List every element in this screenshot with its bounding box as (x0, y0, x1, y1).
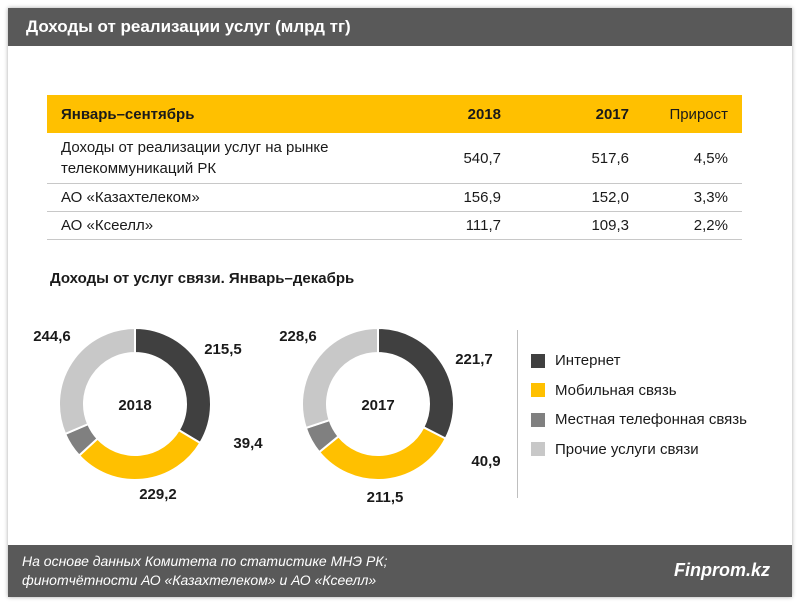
legend-item: Интернет (531, 346, 747, 376)
table-cell-growth: 4,5% (643, 133, 742, 184)
legend-item: Местная телефонная связь (531, 405, 747, 435)
donut-slice-2017-1 (377, 326, 455, 440)
data-label-2017-3: 40,9 (471, 453, 500, 470)
data-label-2017-2: 221,7 (455, 351, 493, 368)
data-label-2017-1: 228,6 (279, 328, 317, 345)
chart-title: Доходы от услуг связи. Январь–декабрь (50, 270, 355, 287)
legend-divider (517, 330, 518, 498)
legend-swatch (531, 442, 545, 457)
source-note: На основе данных Комитета по статистике … (22, 552, 387, 590)
legend-label: Мобильная связь (555, 381, 677, 399)
infographic-frame: Доходы от реализации услуг (млрд тг) Янв… (8, 8, 792, 597)
donut-slice-2018-4 (58, 326, 136, 436)
table-row: АО «Казахтелеком» 156,9 152,0 3,3% (47, 183, 742, 212)
revenue-table-container: Январь–сентябрь 2018 2017 Прирост Доходы… (47, 95, 742, 240)
legend-label: Интернет (555, 352, 621, 370)
donut-slice-2018-1 (134, 326, 212, 445)
table-cell-growth: 3,3% (643, 183, 742, 212)
legend-swatch (531, 383, 545, 398)
table-cell-label: АО «Ксеелл» (47, 211, 405, 240)
table-header-2018: 2018 (405, 95, 515, 133)
legend-swatch (531, 412, 545, 427)
table-cell-2018: 540,7 (405, 133, 515, 184)
data-label-2017-4: 211,5 (367, 489, 404, 506)
table-cell-label: АО «Казахтелеком» (47, 183, 405, 212)
legend-label: Прочие услуги связи (555, 440, 699, 458)
table-cell-2017: 517,6 (515, 133, 643, 184)
table-cell-growth: 2,2% (643, 211, 742, 240)
data-label-2018-2: 215,5 (204, 341, 242, 358)
source-note-line2: финотчётности АО «Казахтелеком» и АО «Кс… (22, 572, 377, 588)
table-row: АО «Ксеелл» 111,7 109,3 2,2% (47, 211, 742, 240)
table-header-period: Январь–сентябрь (47, 95, 405, 133)
page-title: Доходы от реализации услуг (млрд тг) (8, 8, 792, 46)
table-cell-label: Доходы от реализации услуг на рынке теле… (47, 133, 405, 184)
table-header-growth: Прирост (643, 95, 742, 133)
legend-item: Прочие услуги связи (531, 435, 747, 465)
table-cell-2018: 111,7 (405, 211, 515, 240)
table-header-2017: 2017 (515, 95, 643, 133)
donut-center-label-2018: 2018 (118, 397, 151, 414)
table-cell-2017: 109,3 (515, 211, 643, 240)
revenue-table: Январь–сентябрь 2018 2017 Прирост Доходы… (47, 95, 742, 240)
legend-item: Мобильная связь (531, 376, 747, 406)
row-label-line2: телекоммуникаций РК (61, 160, 217, 177)
data-label-2018-4: 229,2 (139, 486, 177, 503)
donut-slice-2017-4 (301, 326, 379, 430)
table-cell-2018: 156,9 (405, 183, 515, 212)
data-label-2018-1: 244,6 (33, 328, 71, 345)
legend-swatch (531, 353, 545, 368)
chart-legend: Интернет Мобильная связь Местная телефонна… (531, 346, 747, 464)
source-note-line1: На основе данных Комитета по статистике … (22, 553, 388, 569)
table-row: Доходы от реализации услуг на рынке теле… (47, 133, 742, 184)
table-cell-2017: 152,0 (515, 183, 643, 212)
row-label-line1: Доходы от реализации услуг на рынке (61, 139, 329, 156)
data-label-2018-3: 39,4 (233, 435, 263, 452)
footer: На основе данных Комитета по статистике … (8, 545, 792, 597)
donut-charts: 244,6 215,5 39,4 229,2 2018 228,6 221,7 40,9 211… (33, 326, 501, 506)
brand-logo-text: Finprom.kz (673, 560, 770, 580)
donut-center-label-2017: 2017 (361, 397, 394, 414)
legend-label: Местная телефонная связь (555, 411, 747, 429)
table-header-row: Январь–сентябрь 2018 2017 Прирост (47, 95, 742, 133)
